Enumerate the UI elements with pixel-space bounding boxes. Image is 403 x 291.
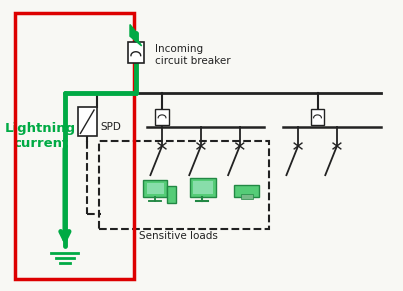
Bar [190, 178, 216, 197]
Bar [147, 183, 164, 194]
Bar [128, 42, 143, 63]
Bar [143, 180, 168, 197]
Bar [15, 13, 134, 279]
Bar [193, 181, 212, 194]
Bar [311, 109, 324, 125]
Text: SPD: SPD [101, 122, 122, 132]
Bar [155, 109, 169, 125]
Text: Sensitive loads: Sensitive loads [139, 230, 218, 241]
Text: Lightning
current: Lightning current [5, 122, 76, 150]
Bar [241, 194, 253, 199]
Bar [77, 107, 97, 136]
Polygon shape [130, 24, 141, 46]
Bar [99, 141, 269, 228]
Bar [168, 186, 176, 203]
Text: Incoming
circuit breaker: Incoming circuit breaker [155, 44, 231, 65]
Bar [235, 185, 259, 197]
